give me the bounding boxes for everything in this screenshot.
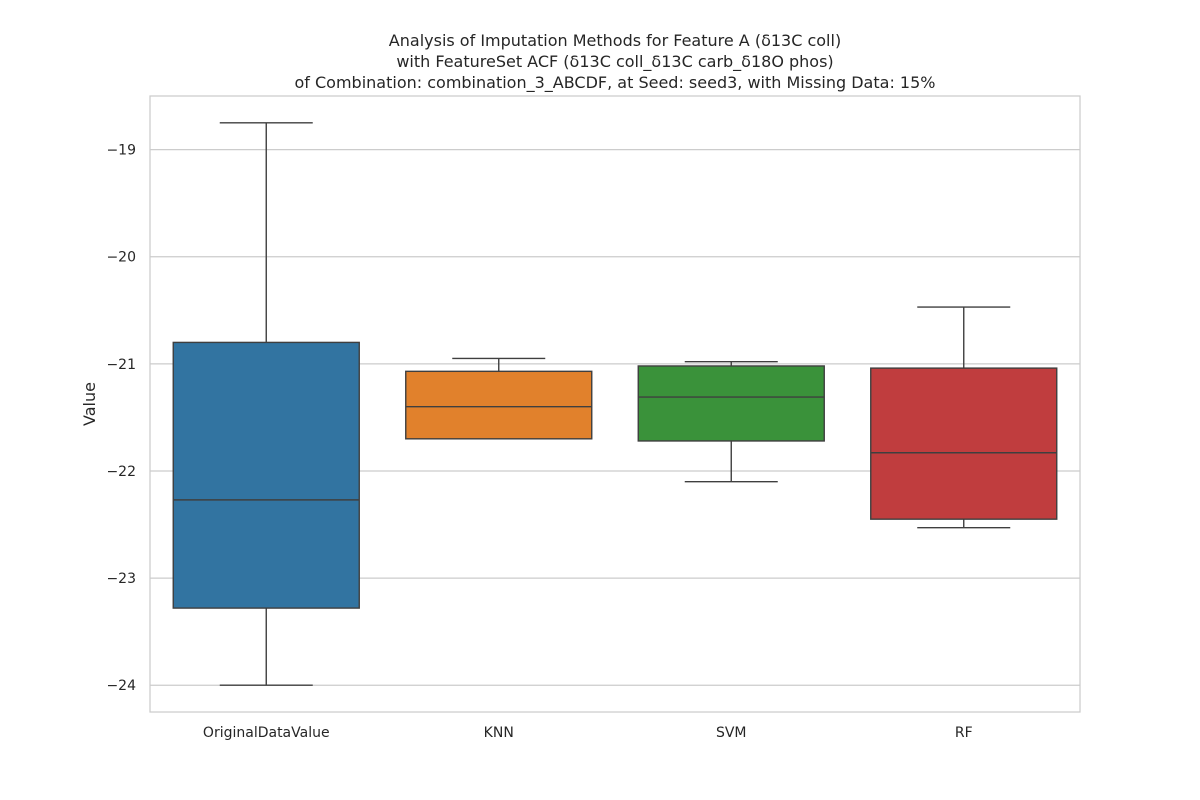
y-axis-label: Value [80, 382, 99, 426]
chart-title-line-1: Analysis of Imputation Methods for Featu… [389, 31, 841, 50]
iqr-box [870, 367, 1058, 520]
box-svm [637, 360, 825, 483]
y-tick-label: −23 [106, 571, 136, 587]
x-tick-label: OriginalDataValue [203, 725, 330, 741]
plot-area-frame [149, 95, 1081, 713]
box-knn [405, 357, 593, 440]
iqr-box [172, 341, 360, 609]
y-tick-labels: −24 −23 −22 −21 −20 −19 [106, 143, 136, 695]
iqr-box [637, 365, 825, 442]
y-tick-label: −21 [106, 357, 136, 373]
iqr-box [405, 370, 593, 440]
y-tick-label: −19 [106, 143, 136, 159]
x-tick-label: KNN [484, 725, 514, 741]
x-tick-label: SVM [716, 725, 747, 741]
box-rf [870, 306, 1058, 529]
chart-title-line-3: of Combination: combination_3_ABCDF, at … [295, 73, 936, 93]
y-tick-label: −22 [106, 464, 136, 480]
boxes [172, 122, 1058, 686]
x-tick-label: RF [955, 725, 973, 741]
box-originaldatavalue [172, 122, 360, 686]
chart-title: Analysis of Imputation Methods for Featu… [295, 31, 936, 93]
y-tick-label: −24 [106, 678, 136, 694]
chart-title-line-2: with FeatureSet ACF (δ13C coll_δ13C carb… [396, 52, 833, 72]
y-tick-label: −20 [106, 250, 136, 266]
x-tick-labels: OriginalDataValue KNN SVM RF [203, 725, 973, 741]
